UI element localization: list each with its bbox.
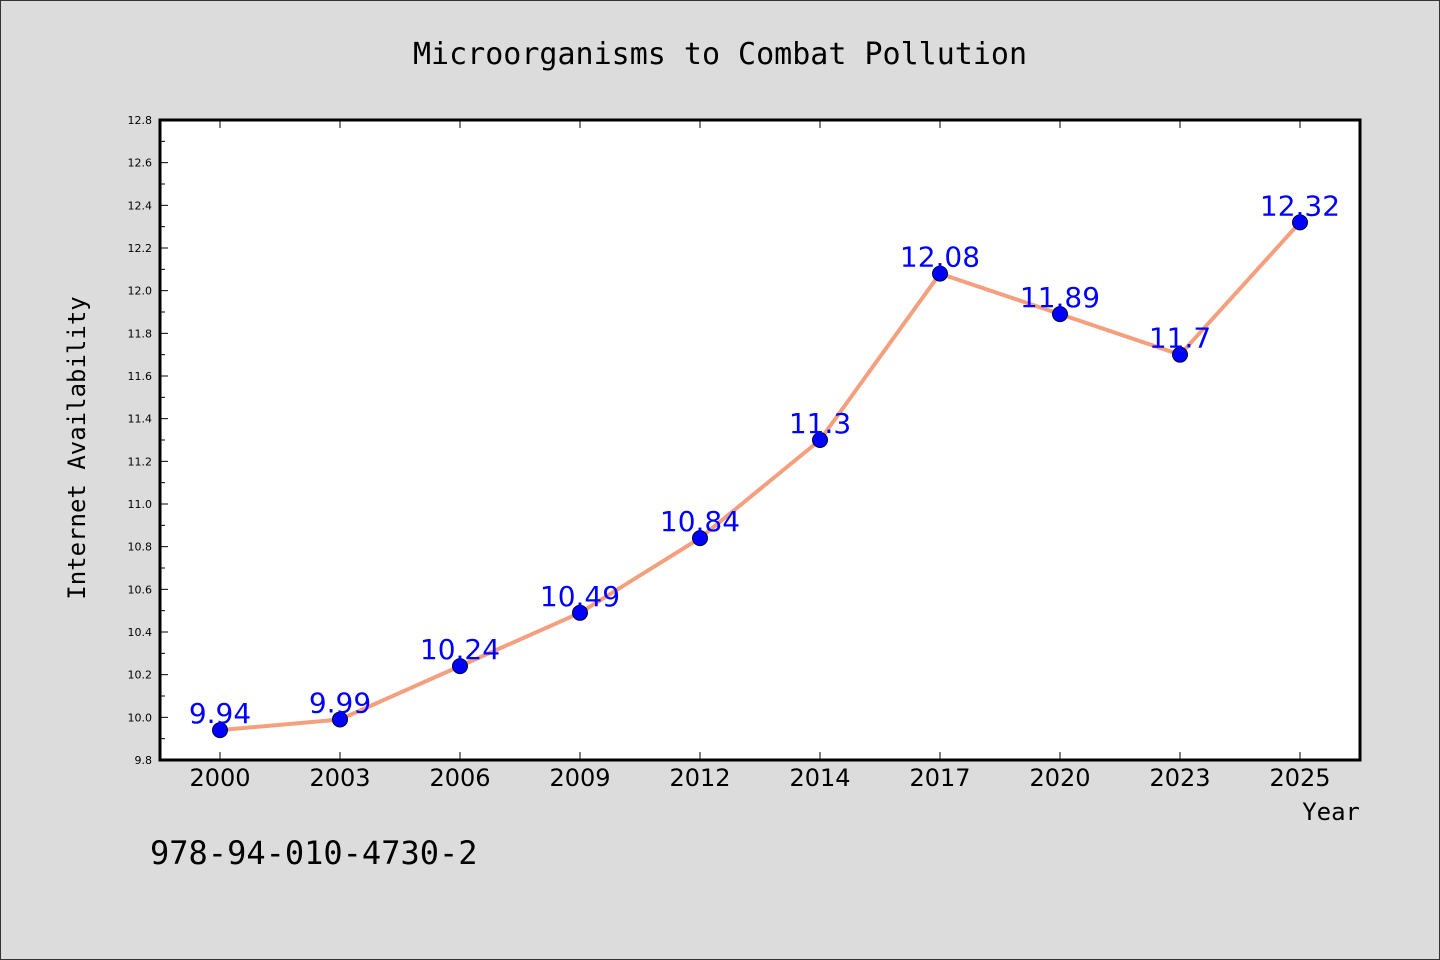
x-tick-label: 2012 (669, 764, 730, 792)
x-axis-label: Year (1302, 798, 1360, 826)
data-label: 10.24 (420, 633, 500, 666)
x-tick-label: 2000 (189, 764, 250, 792)
y-tick-label: 12.4 (128, 199, 153, 212)
data-label: 9.99 (309, 686, 371, 719)
y-tick-label: 11.0 (128, 498, 153, 511)
y-tick-label: 10.2 (128, 669, 153, 682)
x-tick-label: 2023 (1149, 764, 1210, 792)
data-label: 12.08 (900, 241, 980, 274)
data-point (1052, 306, 1068, 323)
y-axis: 9.8 10.0 10.2 10.4 10.6 10.8 11.0 11.2 11.4 11.6 1… (128, 114, 168, 767)
y-axis-label: Internet Availability (63, 296, 91, 599)
x-tick-label: 2006 (429, 764, 490, 792)
footer-code: 978-94-010-4730-2 (150, 834, 478, 872)
y-tick-label: 12.6 (128, 157, 153, 170)
y-tick-label: 12.0 (128, 285, 153, 298)
y-tick-label: 11.8 (128, 327, 153, 340)
data-label: 10.49 (540, 580, 620, 613)
plot-frame (158, 118, 1362, 762)
data-point (932, 265, 948, 282)
x-axis: 2000 2003 2006 2009 2012 2014 2017 2020 2023 2025 (189, 120, 1331, 792)
data-point (212, 722, 228, 739)
y-tick-label: 10.4 (128, 626, 153, 639)
data-point (1292, 214, 1308, 231)
y-tick-label: 11.2 (128, 455, 153, 468)
plot-area (160, 120, 1360, 760)
series-group: 9.94 9.99 10.24 10.49 10.84 11.3 12.08 11.89 11.… (189, 189, 1340, 739)
data-label: 9.94 (189, 697, 251, 730)
data-label: 11.3 (789, 407, 851, 440)
y-tick-label: 11.4 (128, 413, 153, 426)
y-tick-label: 9.8 (135, 754, 153, 767)
data-label: 11.89 (1020, 281, 1100, 314)
y-tick-label: 10.8 (128, 541, 153, 554)
y-tick-label: 12.2 (128, 242, 153, 255)
y-tick-label: 10.0 (128, 711, 153, 724)
x-tick-label: 2014 (789, 764, 850, 792)
x-tick-label: 2003 (309, 764, 370, 792)
x-tick-label: 2020 (1029, 764, 1090, 792)
y-tick-label: 10.6 (128, 583, 153, 596)
data-point (1172, 346, 1188, 363)
data-label: 12.32 (1260, 189, 1340, 222)
data-label: 11.7 (1149, 322, 1211, 355)
x-tick-label: 2009 (549, 764, 610, 792)
y-tick-label: 12.8 (128, 114, 153, 127)
data-point (332, 711, 348, 728)
x-tick-label: 2025 (1269, 764, 1330, 792)
x-tick-label: 2017 (909, 764, 970, 792)
data-point (572, 604, 588, 621)
data-point (812, 432, 828, 448)
chart-title: Microorganisms to Combat Pollution (413, 37, 1027, 72)
data-label: 10.84 (660, 505, 740, 538)
y-tick-label: 11.6 (128, 370, 153, 383)
series-line (218, 220, 1302, 733)
data-point (692, 530, 708, 547)
data-point (452, 658, 468, 675)
